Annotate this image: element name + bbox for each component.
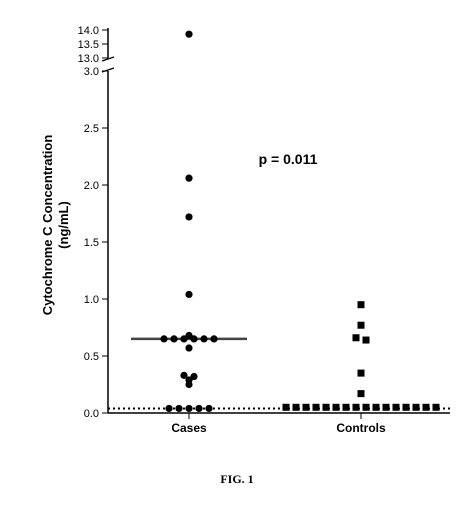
- data-point-circle: [180, 371, 188, 379]
- y-axis-title-line1: Cytochrome C Concentration: [40, 135, 55, 316]
- axis-break-marks: [101, 56, 115, 73]
- figure-caption: FIG. 1: [220, 472, 254, 486]
- y-tick-label: 0.0: [84, 408, 99, 420]
- y-ticks-upper: 13.0 13.5 14.0: [78, 25, 108, 65]
- data-point-circle: [180, 335, 188, 343]
- data-point-circle: [185, 404, 193, 413]
- data-point-square: [322, 403, 330, 411]
- data-point-circle: [195, 404, 203, 413]
- data-point-square: [302, 403, 310, 411]
- data-point-circle: [200, 335, 208, 343]
- data-point-square: [282, 403, 290, 411]
- data-point-square: [332, 403, 340, 411]
- x-category-label-controls: Controls: [336, 421, 386, 435]
- y-ticks-lower: 0.0 0.5 1.0 1.5 2.0 2.5 3.0: [84, 66, 108, 420]
- data-point-circle: [170, 335, 178, 343]
- data-point-square: [352, 334, 360, 342]
- y-tick-label: 14.0: [78, 25, 99, 37]
- data-point-square: [362, 403, 370, 411]
- data-point-circle: [185, 213, 193, 221]
- data-point-square: [412, 403, 420, 411]
- data-point-circle: [175, 404, 183, 413]
- data-point-square: [342, 403, 350, 411]
- y-tick-label: 0.5: [84, 351, 99, 363]
- y-tick-label: 13.0: [78, 53, 99, 65]
- data-point-square: [372, 403, 380, 411]
- x-category-label-cases: Cases: [171, 421, 207, 435]
- y-axis-title-line2: (ng/mL): [56, 201, 71, 249]
- data-point-circle: [160, 335, 168, 343]
- data-point-circle: [185, 290, 193, 299]
- data-point-circle: [185, 174, 193, 182]
- data-point-square: [422, 403, 430, 411]
- data-point-circle: [205, 404, 213, 413]
- dot-plot: Cytochrome C Concentration (ng/mL) 0.0 0…: [40, 25, 450, 435]
- y-tick-label: 2.5: [84, 123, 99, 135]
- data-point-square: [357, 301, 365, 309]
- data-point-square: [292, 403, 300, 411]
- data-point-circle: [185, 30, 193, 38]
- data-point-square: [392, 403, 400, 411]
- data-point-square: [357, 390, 365, 398]
- data-point-circle: [190, 335, 198, 343]
- data-point-circle: [185, 344, 193, 352]
- data-point-square: [357, 321, 365, 329]
- data-point-circle: [185, 380, 193, 389]
- y-tick-label: 1.5: [84, 237, 99, 249]
- data-point-circle: [165, 404, 173, 413]
- y-tick-label: 3.0: [84, 66, 99, 78]
- y-tick-label: 1.0: [84, 294, 99, 306]
- data-point-square: [382, 403, 390, 411]
- data-points-layer: [160, 30, 440, 413]
- data-point-square: [357, 369, 365, 377]
- data-point-square: [402, 403, 410, 411]
- data-point-square: [352, 403, 360, 411]
- p-value-annotation: p = 0.011: [259, 151, 318, 167]
- data-point-square: [362, 336, 370, 344]
- y-tick-label: 13.5: [78, 39, 99, 51]
- data-point-square: [432, 403, 440, 411]
- data-point-circle: [210, 335, 218, 343]
- y-tick-label: 2.0: [84, 180, 99, 192]
- data-point-square: [312, 403, 320, 411]
